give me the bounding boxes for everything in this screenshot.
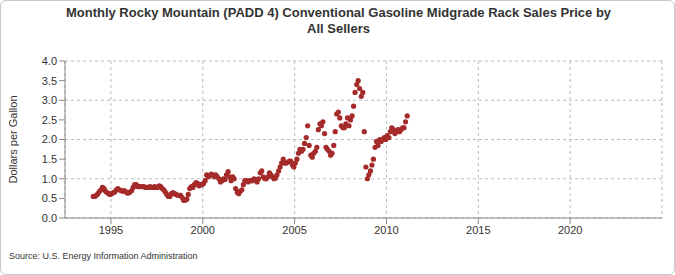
svg-text:2000: 2000 xyxy=(191,224,215,236)
html-text:Source: U.S. Energy Informatio: Source: U.S. Energy Information Administ… xyxy=(9,251,198,261)
svg-text:1.5: 1.5 xyxy=(42,153,57,165)
html-text:Monthly Rocky Mountain (PADD 4: Monthly Rocky Mountain (PADD 4) Conventi… xyxy=(65,5,612,36)
svg-text:0.0: 0.0 xyxy=(42,212,57,224)
svg-text:2005: 2005 xyxy=(282,224,306,236)
svg-text:1.0: 1.0 xyxy=(42,173,57,185)
svg-text:2015: 2015 xyxy=(466,224,490,236)
svg-text:3.0: 3.0 xyxy=(42,94,57,106)
svg-text:2020: 2020 xyxy=(558,224,582,236)
svg-text:Dollars per Gallon: Dollars per Gallon xyxy=(8,95,19,183)
svg-text:0.5: 0.5 xyxy=(42,192,57,204)
svg-text:2.0: 2.0 xyxy=(42,133,57,145)
svg-text:2.5: 2.5 xyxy=(42,114,57,126)
svg-text:3.5: 3.5 xyxy=(42,75,57,87)
svg-text:1995: 1995 xyxy=(99,224,123,236)
svg-text:4.0: 4.0 xyxy=(42,55,57,67)
svg-text:2010: 2010 xyxy=(374,224,398,236)
